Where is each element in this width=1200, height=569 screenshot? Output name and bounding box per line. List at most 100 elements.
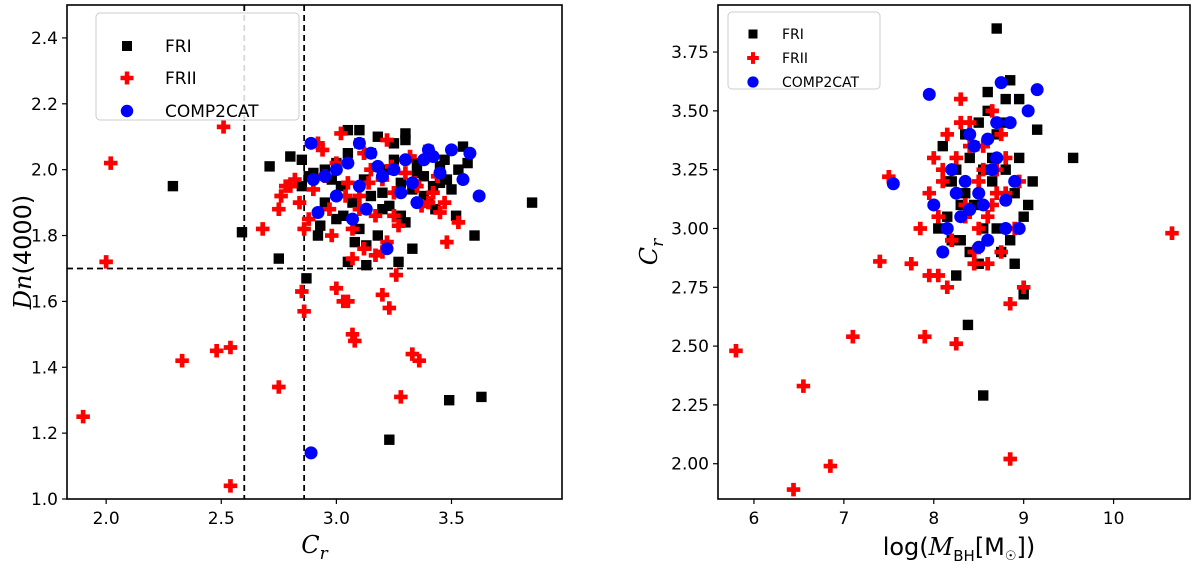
data-point [278,179,293,193]
data-point [955,235,966,246]
data-point [318,169,332,183]
data-point [329,281,344,295]
data-point [348,334,362,348]
data-point [387,209,401,223]
data-point [931,209,946,224]
data-point [236,227,248,238]
data-point [949,186,963,200]
data-point [223,479,238,493]
data-point [973,117,984,128]
data-point [410,196,424,210]
data-point [418,190,430,202]
data-point [274,189,288,203]
data-point [345,222,360,236]
data-point [394,186,408,200]
data-point [990,116,1004,130]
data-point [311,205,325,219]
data-point [329,156,344,170]
data-point [322,202,337,216]
data-point [1013,93,1025,105]
data-point [395,210,407,221]
data-point [440,235,454,249]
data-point [1004,75,1016,86]
y-tick-label: 2.50 [671,337,709,357]
data-point [345,251,360,266]
data-point [1008,174,1022,188]
data-point [949,151,964,165]
data-point [312,230,324,241]
data-point [971,221,986,236]
data-point [936,245,950,259]
legend-box [727,11,881,90]
data-point [945,163,959,177]
data-point [796,379,811,393]
data-point [167,180,179,192]
data-point [209,344,224,358]
data-point [338,189,353,203]
data-point [944,233,959,247]
data-point [942,211,953,222]
data-point [1018,211,1029,222]
data-point [342,256,354,268]
data-point [456,173,470,187]
data-point [301,273,312,284]
x-tick-label: 9 [1018,509,1029,529]
data-point [994,127,1008,142]
data-point [904,257,919,271]
data-point [989,186,1004,200]
data-point [175,353,189,368]
y-tick-label: 3.25 [671,161,709,181]
y-tick-label: 2.2 [31,95,58,115]
legend-marker [747,76,759,88]
data-point [472,189,486,203]
data-point [985,163,999,177]
data-point [444,143,458,157]
legend-label: FRI [165,37,192,57]
data-point [972,186,986,200]
data-point [786,482,801,497]
data-point [1030,83,1044,97]
data-point [319,197,331,208]
data-point [918,329,932,344]
data-point [341,156,355,170]
y-tick-label: 3.75 [671,43,709,63]
data-point [349,236,360,248]
legend: FRI FRII COMP2CAT [727,11,881,91]
data-point [987,176,998,187]
data-point [329,163,343,177]
data-point [216,120,231,134]
axes-frame [717,4,1191,500]
data-point [297,222,311,236]
data-point [412,353,427,368]
data-point [398,153,412,167]
data-point [434,161,446,172]
data-point [1004,235,1016,246]
data-point [441,174,453,185]
y-tick-label: 1.2 [31,424,58,444]
data-point [967,139,981,153]
data-point [1012,221,1026,235]
legend-label: FRII [165,69,197,89]
data-point [882,169,896,184]
x-axis-label: Cr [301,531,328,564]
series-comp2cat [304,136,486,460]
data-point [426,185,440,200]
data-point [981,233,995,247]
data-point [361,259,372,271]
data-point [960,187,971,199]
data-point [1003,452,1017,466]
y-tick-label: 1.8 [31,227,58,247]
data-point [326,174,337,185]
y-tick-label: 3.50 [671,102,709,122]
data-point [372,230,384,241]
data-point [388,138,400,149]
data-point [1018,289,1029,300]
data-point [255,222,270,236]
data-point [380,242,394,256]
data-point [341,294,355,309]
right-scatter-panel: 6 7 8 9 10 2.00 2.25 2.50 2.75 3.00 3.25 3.50 3.75 lo… [635,4,1191,565]
data-point [308,167,319,179]
legend-marker [120,104,134,118]
data-point [978,390,989,401]
data-point [980,209,995,224]
